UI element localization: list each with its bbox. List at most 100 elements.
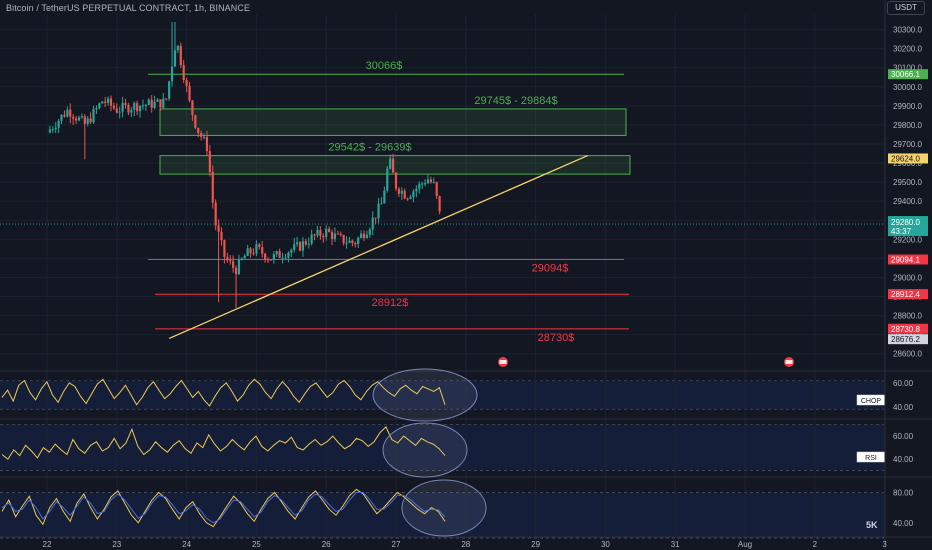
candle-body bbox=[394, 172, 398, 189]
price-tag bbox=[888, 254, 928, 265]
candle-body bbox=[60, 114, 63, 121]
watermark-logo: 5K bbox=[866, 520, 878, 530]
candle-body bbox=[284, 257, 287, 259]
indicator-title-label: RSI bbox=[865, 455, 877, 462]
indicator-tick-label: 80.00 bbox=[893, 488, 914, 497]
time-tick-label: 29 bbox=[531, 540, 540, 549]
candle-body bbox=[92, 108, 95, 123]
resistance-zone bbox=[159, 108, 627, 136]
candle-body bbox=[266, 259, 270, 261]
candle-body bbox=[261, 247, 264, 254]
price-tag bbox=[888, 323, 928, 334]
indicator-title-label: CHOP bbox=[861, 398, 882, 405]
last-price-tag bbox=[888, 216, 928, 237]
indicator-line bbox=[1, 488, 446, 528]
price-tick-label: 29000.0 bbox=[893, 273, 922, 282]
candle-body bbox=[287, 252, 290, 258]
candle-body bbox=[150, 99, 153, 108]
candle-body bbox=[342, 235, 345, 244]
ascending-trendline bbox=[168, 154, 589, 340]
candle-body bbox=[127, 104, 130, 113]
candle-body bbox=[95, 108, 98, 110]
candle-body bbox=[109, 98, 113, 106]
candle-body bbox=[328, 228, 331, 233]
candle-body bbox=[351, 240, 354, 244]
candle-body bbox=[438, 196, 441, 212]
price-tick-label: 30100.0 bbox=[893, 64, 922, 73]
resistance-zones bbox=[159, 108, 631, 175]
candle-body bbox=[106, 98, 110, 103]
candle-body bbox=[54, 127, 57, 130]
candle-body bbox=[432, 182, 435, 184]
time-tick-label: 22 bbox=[43, 540, 52, 549]
candle-body bbox=[188, 85, 191, 101]
candle-body bbox=[319, 229, 322, 236]
candle-body bbox=[124, 103, 127, 105]
candle-body bbox=[101, 101, 104, 104]
price-tag-label: 29624.0 bbox=[891, 154, 920, 163]
candle-body bbox=[249, 248, 252, 254]
candle-body bbox=[281, 257, 284, 259]
candle-body bbox=[69, 109, 72, 117]
candle-body bbox=[112, 105, 115, 109]
candle-body bbox=[232, 261, 235, 268]
indicator-tick-label: 40.00 bbox=[893, 455, 914, 464]
candle-body bbox=[374, 217, 377, 219]
currency-button[interactable]: USDT bbox=[887, 1, 925, 15]
time-tick-label: 25 bbox=[252, 540, 261, 549]
candle-body bbox=[156, 99, 159, 102]
candle-body bbox=[368, 229, 371, 235]
time-tick-label: 23 bbox=[112, 540, 121, 549]
candle-body bbox=[290, 249, 293, 253]
candle-body bbox=[412, 191, 415, 197]
candle-body bbox=[400, 190, 403, 194]
candle-body bbox=[130, 109, 133, 113]
candle-body bbox=[296, 242, 299, 245]
indicator-tick-label: 40.00 bbox=[893, 519, 914, 528]
candle-body bbox=[391, 158, 395, 173]
candle-body bbox=[63, 114, 66, 117]
candle-body bbox=[264, 253, 267, 260]
candle-body bbox=[104, 101, 107, 103]
candle-body bbox=[141, 105, 145, 107]
time-axis: 22 23 24 25 26 27 28 29 30 31 Aug 2 3 bbox=[43, 540, 888, 549]
candle-body bbox=[74, 118, 78, 121]
highlight-ellipse bbox=[382, 422, 468, 478]
candle-body bbox=[313, 234, 316, 236]
candle-body bbox=[429, 179, 432, 183]
candle-body bbox=[380, 203, 383, 205]
level-label: 30066$ bbox=[366, 60, 403, 72]
time-tick-label: 28 bbox=[461, 540, 470, 549]
candle-body bbox=[243, 255, 246, 259]
candle-body bbox=[98, 103, 101, 109]
candle-body bbox=[217, 225, 220, 232]
candle-body bbox=[403, 190, 406, 199]
price-tick-label: 29600.0 bbox=[893, 159, 922, 168]
candle-body bbox=[377, 203, 380, 219]
candle-body bbox=[354, 243, 357, 245]
candle-body bbox=[301, 241, 305, 251]
time-tick-label: 27 bbox=[392, 540, 401, 549]
candle-body bbox=[86, 118, 89, 124]
indicator-tick-label: 60.00 bbox=[893, 379, 914, 388]
time-tick-label: 30 bbox=[601, 540, 610, 549]
candle-body bbox=[330, 232, 334, 239]
price-tick-label: 30000.0 bbox=[893, 83, 922, 92]
candle-body bbox=[220, 231, 223, 241]
zone-label: 29745$ - 29884$ bbox=[474, 95, 557, 107]
candle-body bbox=[258, 244, 261, 248]
price-tag-label: 30066.1 bbox=[891, 70, 920, 79]
candle-body bbox=[310, 234, 313, 244]
symbol-title: Bitcoin / TetherUS PERPETUAL CONTRACT, 1… bbox=[6, 3, 251, 13]
price-tag-label: 28912.4 bbox=[891, 290, 920, 299]
candle-body bbox=[133, 103, 136, 110]
candle-body bbox=[357, 237, 360, 245]
candle-body bbox=[278, 251, 281, 258]
candle-body bbox=[348, 240, 351, 243]
candle-body bbox=[205, 136, 209, 152]
candle-body bbox=[83, 116, 86, 124]
price-tick-label: 29800.0 bbox=[893, 121, 922, 130]
candle-body bbox=[304, 241, 307, 245]
candle-body bbox=[170, 66, 174, 82]
